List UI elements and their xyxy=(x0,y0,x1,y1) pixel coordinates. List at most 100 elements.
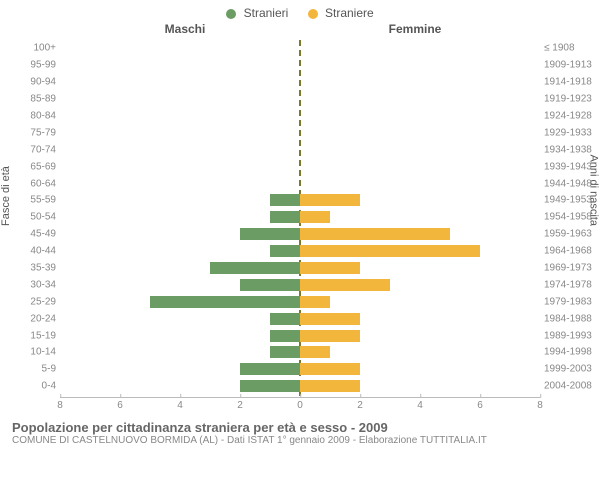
bar-zone xyxy=(60,76,540,88)
x-tick: 4 xyxy=(417,400,423,411)
age-label: 60-64 xyxy=(16,178,56,189)
birth-label: 1994-1998 xyxy=(544,347,594,358)
birth-label: 1984-1988 xyxy=(544,313,594,324)
age-label: 90-94 xyxy=(16,77,56,88)
pyramid-row: 90-941914-1918 xyxy=(60,74,540,91)
pyramid-row: 70-741934-1938 xyxy=(60,141,540,158)
bar-zone xyxy=(60,245,540,257)
bar-zone xyxy=(60,380,540,392)
birth-label: 2004-2008 xyxy=(544,381,594,392)
age-label: 85-89 xyxy=(16,94,56,105)
age-label: 10-14 xyxy=(16,347,56,358)
bar-female xyxy=(300,346,330,358)
age-label: 80-84 xyxy=(16,111,56,122)
bar-male xyxy=(270,245,300,257)
bar-zone xyxy=(60,127,540,139)
pyramid-row: 100+≤ 1908 xyxy=(60,40,540,57)
pyramid-row: 35-391969-1973 xyxy=(60,260,540,277)
bar-male xyxy=(240,279,300,291)
bar-zone xyxy=(60,178,540,190)
age-label: 25-29 xyxy=(16,296,56,307)
x-axis: 864202468 xyxy=(60,397,540,416)
legend: Stranieri Straniere xyxy=(0,0,600,22)
legend-male-swatch xyxy=(226,9,236,19)
pyramid-row: 50-541954-1958 xyxy=(60,209,540,226)
age-label: 0-4 xyxy=(16,381,56,392)
bar-female xyxy=(300,262,360,274)
legend-female-swatch xyxy=(308,9,318,19)
birth-label: 1979-1983 xyxy=(544,296,594,307)
bar-zone xyxy=(60,262,540,274)
age-label: 50-54 xyxy=(16,212,56,223)
bar-male xyxy=(270,330,300,342)
birth-label: 1924-1928 xyxy=(544,111,594,122)
pyramid-row: 10-141994-1998 xyxy=(60,344,540,361)
bar-female xyxy=(300,245,480,257)
bar-zone xyxy=(60,144,540,156)
x-tick: 6 xyxy=(117,400,123,411)
pyramid-row: 5-91999-2003 xyxy=(60,361,540,378)
bar-male xyxy=(270,346,300,358)
bar-male xyxy=(240,363,300,375)
age-label: 45-49 xyxy=(16,229,56,240)
birth-label: ≤ 1908 xyxy=(544,43,594,54)
bar-male xyxy=(270,194,300,206)
birth-label: 1974-1978 xyxy=(544,279,594,290)
pyramid-row: 30-341974-1978 xyxy=(60,276,540,293)
pyramid-row: 65-691939-1943 xyxy=(60,158,540,175)
birth-label: 1989-1993 xyxy=(544,330,594,341)
birth-label: 1969-1973 xyxy=(544,263,594,274)
bar-zone xyxy=(60,110,540,122)
birth-label: 1949-1953 xyxy=(544,195,594,206)
x-tick: 2 xyxy=(237,400,243,411)
age-label: 40-44 xyxy=(16,246,56,257)
bar-zone xyxy=(60,279,540,291)
bar-female xyxy=(300,330,360,342)
pyramid-row: 85-891919-1923 xyxy=(60,91,540,108)
column-headers: Maschi Femmine xyxy=(0,22,600,36)
chart-subtitle: COMUNE DI CASTELNUOVO BORMIDA (AL) - Dat… xyxy=(12,435,588,446)
bar-zone xyxy=(60,161,540,173)
bar-female xyxy=(300,211,330,223)
bar-female xyxy=(300,279,390,291)
bar-female xyxy=(300,363,360,375)
bar-zone xyxy=(60,313,540,325)
footer: Popolazione per cittadinanza straniera p… xyxy=(0,416,600,446)
pyramid-row: 60-641944-1948 xyxy=(60,175,540,192)
birth-label: 1909-1913 xyxy=(544,60,594,71)
age-label: 30-34 xyxy=(16,279,56,290)
pyramid-row: 25-291979-1983 xyxy=(60,293,540,310)
legend-male-label: Stranieri xyxy=(244,6,289,20)
birth-label: 1934-1938 xyxy=(544,144,594,155)
birth-label: 1959-1963 xyxy=(544,229,594,240)
bar-zone xyxy=(60,42,540,54)
bar-female xyxy=(300,380,360,392)
y-axis-left-label: Fasce di età xyxy=(0,166,12,226)
pyramid-row: 55-591949-1953 xyxy=(60,192,540,209)
age-label: 95-99 xyxy=(16,60,56,71)
pyramid-row: 45-491959-1963 xyxy=(60,226,540,243)
bar-zone xyxy=(60,296,540,308)
birth-label: 1929-1933 xyxy=(544,127,594,138)
bar-zone xyxy=(60,228,540,240)
legend-male: Stranieri xyxy=(226,6,291,20)
pyramid-row: 0-42004-2008 xyxy=(60,378,540,395)
bar-zone xyxy=(60,363,540,375)
age-label: 100+ xyxy=(16,43,56,54)
bar-male xyxy=(240,380,300,392)
bar-female xyxy=(300,313,360,325)
bar-male xyxy=(240,228,300,240)
pyramid-row: 15-191989-1993 xyxy=(60,327,540,344)
bar-zone xyxy=(60,59,540,71)
bar-zone xyxy=(60,194,540,206)
age-label: 35-39 xyxy=(16,263,56,274)
pyramid-row: 80-841924-1928 xyxy=(60,108,540,125)
x-tick: 0 xyxy=(297,400,303,411)
x-tick: 4 xyxy=(177,400,183,411)
bar-zone xyxy=(60,330,540,342)
birth-label: 1954-1958 xyxy=(544,212,594,223)
age-label: 55-59 xyxy=(16,195,56,206)
bar-zone xyxy=(60,346,540,358)
rows-container: 100+≤ 190895-991909-191390-941914-191885… xyxy=(60,40,540,396)
birth-label: 1919-1923 xyxy=(544,94,594,105)
